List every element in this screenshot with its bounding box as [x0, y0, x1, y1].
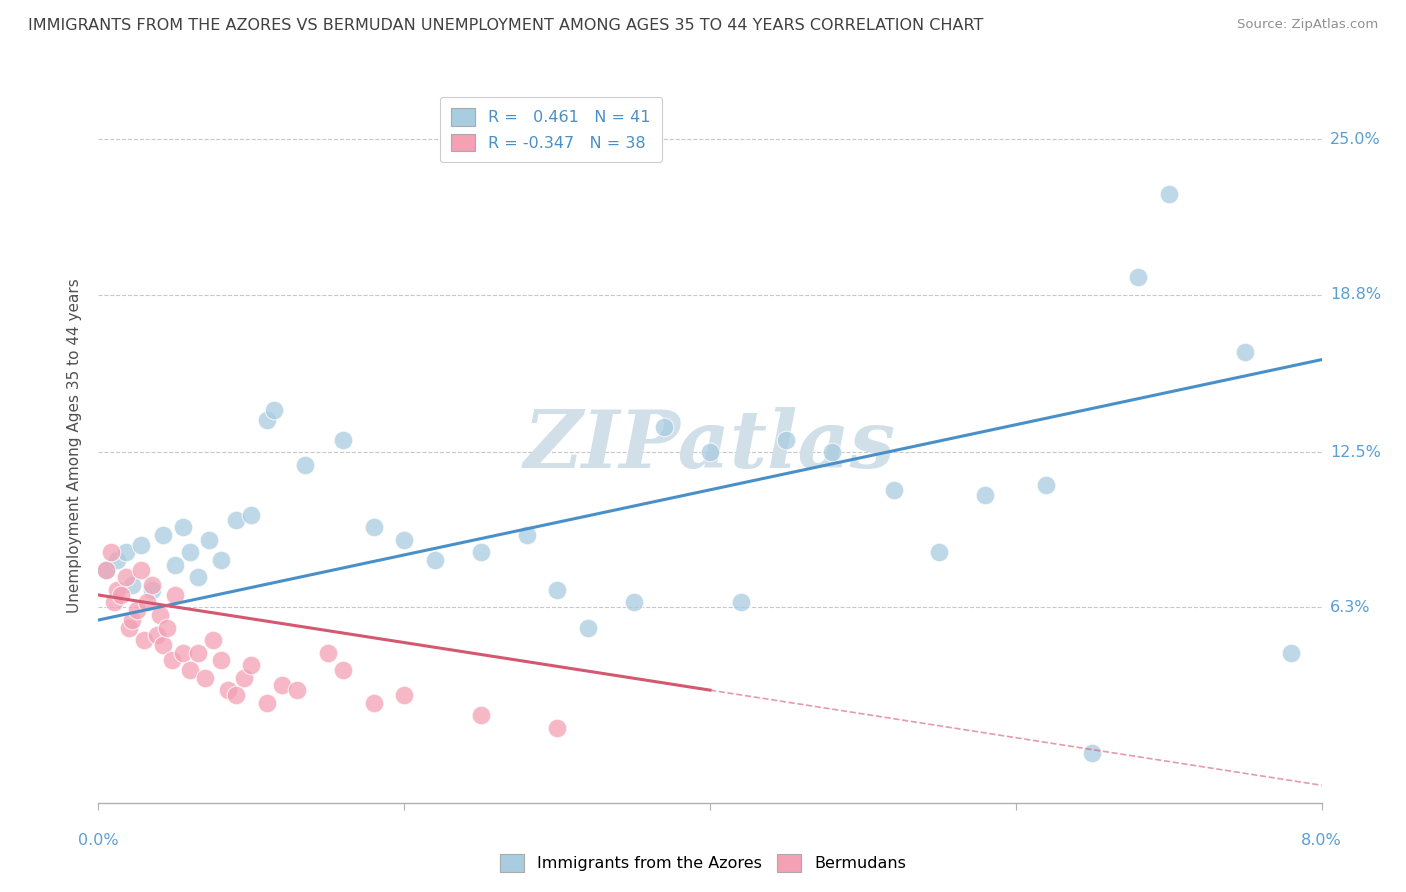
Point	[172, 646, 194, 660]
Point	[136, 595, 159, 609]
Text: Source: ZipAtlas.com: Source: ZipAtlas.com	[1237, 18, 1378, 31]
Legend: Immigrants from the Azores, Bermudans: Immigrants from the Azores, Bermudans	[492, 847, 914, 880]
Point	[121, 613, 143, 627]
Point	[163, 558, 186, 572]
Point	[115, 545, 138, 559]
Point	[202, 633, 225, 648]
Point	[263, 402, 285, 417]
Text: 25.0%: 25.0%	[1330, 132, 1381, 147]
Point	[294, 458, 316, 472]
Point	[240, 508, 263, 522]
Point	[1035, 478, 1057, 492]
Point	[179, 545, 201, 559]
Point	[363, 696, 385, 710]
Point	[225, 688, 247, 702]
Point	[652, 420, 675, 434]
Point	[94, 563, 117, 577]
Point	[546, 582, 568, 597]
Point	[129, 538, 152, 552]
Point	[187, 646, 209, 660]
Point	[145, 628, 167, 642]
Point	[172, 520, 194, 534]
Point	[1279, 646, 1302, 660]
Point	[129, 563, 152, 577]
Point	[423, 553, 446, 567]
Point	[105, 582, 128, 597]
Point	[152, 638, 174, 652]
Point	[515, 528, 537, 542]
Point	[270, 678, 294, 692]
Point	[141, 582, 163, 597]
Legend: R =   0.461   N = 41, R = -0.347   N = 38: R = 0.461 N = 41, R = -0.347 N = 38	[440, 97, 662, 162]
Point	[152, 528, 174, 542]
Point	[1081, 746, 1104, 760]
Text: 18.8%: 18.8%	[1330, 287, 1381, 302]
Point	[546, 721, 568, 735]
Point	[285, 683, 308, 698]
Point	[256, 413, 278, 427]
Point	[134, 633, 156, 648]
Point	[883, 483, 905, 497]
Point	[115, 570, 138, 584]
Point	[118, 621, 141, 635]
Point	[576, 621, 599, 635]
Point	[974, 488, 997, 502]
Y-axis label: Unemployment Among Ages 35 to 44 years: Unemployment Among Ages 35 to 44 years	[67, 278, 83, 614]
Point	[121, 578, 143, 592]
Point	[187, 570, 209, 584]
Point	[209, 553, 232, 567]
Point	[156, 621, 179, 635]
Point	[100, 545, 122, 559]
Point	[179, 663, 201, 677]
Point	[160, 653, 183, 667]
Point	[928, 545, 950, 559]
Point	[163, 588, 186, 602]
Point	[332, 433, 354, 447]
Point	[105, 553, 128, 567]
Point	[125, 603, 148, 617]
Point	[699, 445, 721, 459]
Point	[1234, 345, 1257, 359]
Text: 12.5%: 12.5%	[1330, 445, 1381, 459]
Point	[332, 663, 354, 677]
Point	[240, 658, 263, 673]
Text: 8.0%: 8.0%	[1302, 833, 1341, 848]
Text: IMMIGRANTS FROM THE AZORES VS BERMUDAN UNEMPLOYMENT AMONG AGES 35 TO 44 YEARS CO: IMMIGRANTS FROM THE AZORES VS BERMUDAN U…	[28, 18, 983, 33]
Point	[623, 595, 645, 609]
Point	[363, 520, 385, 534]
Point	[392, 688, 416, 702]
Point	[1128, 270, 1150, 285]
Point	[256, 696, 278, 710]
Point	[103, 595, 125, 609]
Text: 6.3%: 6.3%	[1330, 600, 1371, 615]
Point	[470, 708, 492, 723]
Point	[316, 646, 339, 660]
Text: ZIPatlas: ZIPatlas	[524, 408, 896, 484]
Point	[217, 683, 239, 698]
Point	[392, 533, 416, 547]
Point	[730, 595, 752, 609]
Point	[775, 433, 797, 447]
Point	[1157, 187, 1180, 202]
Point	[821, 445, 844, 459]
Point	[110, 588, 132, 602]
Text: 0.0%: 0.0%	[79, 833, 118, 848]
Point	[149, 607, 172, 622]
Point	[209, 653, 232, 667]
Point	[470, 545, 492, 559]
Point	[141, 578, 163, 592]
Point	[197, 533, 219, 547]
Point	[194, 671, 217, 685]
Point	[94, 563, 117, 577]
Point	[225, 513, 247, 527]
Point	[232, 671, 254, 685]
